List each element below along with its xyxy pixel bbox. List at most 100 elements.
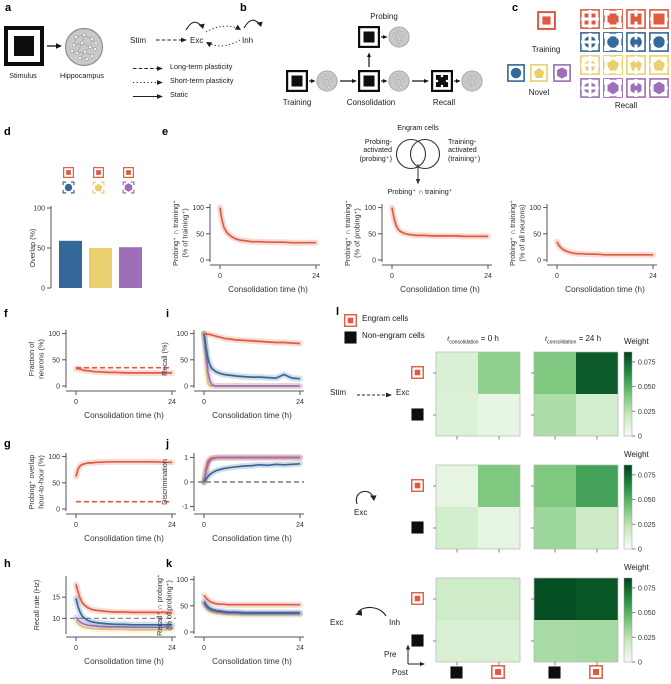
- t-subscript: consolidation: [449, 339, 479, 346]
- cue-mask: [616, 22, 622, 28]
- cue-mask: [616, 33, 622, 39]
- heatmap-cell: [576, 507, 618, 549]
- series-line-purple-pattern: [75, 616, 172, 629]
- heatmap-cell: [436, 465, 478, 507]
- cell-shape: [630, 36, 642, 48]
- recall-pattern-grid: [580, 9, 671, 101]
- venn-intersection-label: Probing⁺ ∩ training⁺: [387, 187, 453, 196]
- axis-text: 0: [184, 480, 188, 487]
- series-line-purple-pattern: [203, 456, 300, 483]
- consolidation-stage-label: Consolidation: [346, 98, 396, 107]
- axis-text: neurons (%): [37, 339, 46, 379]
- axis-text: 100: [176, 331, 188, 338]
- axis-text: 100: [33, 206, 45, 213]
- non-engram-legend-icon: [344, 331, 357, 344]
- axis-text: Probing⁺ ∩ training⁺: [171, 200, 180, 266]
- cue-mask: [604, 33, 610, 39]
- axis-text: 0: [638, 434, 642, 441]
- axis-text: 0: [390, 273, 394, 280]
- axis-text: Probing⁺ ∩ training⁺: [508, 200, 517, 266]
- axis-text: 0.025: [638, 522, 656, 529]
- cue-mask: [604, 10, 610, 16]
- cued-blue-icon: [62, 181, 75, 194]
- post-axis-label: Post: [392, 668, 409, 677]
- recall-cell: [580, 78, 600, 98]
- cell-shape: [607, 59, 619, 71]
- cue-mask: [616, 56, 622, 62]
- cue-mask: [604, 56, 610, 62]
- axis-text: 0: [537, 258, 541, 265]
- axis-text: 100: [529, 205, 541, 212]
- row2-engram-icon: [411, 592, 424, 605]
- heatmap-border: [533, 577, 619, 663]
- axis-text: 100: [48, 454, 60, 461]
- series-line-yellow-pattern: [75, 620, 172, 631]
- hippocampus-caption: Hippocampus: [60, 71, 104, 80]
- post-engram-icon: [589, 665, 603, 679]
- weight-colorbar-row0: 0.075 0.050 0.025 0: [623, 351, 656, 441]
- axis-text: Probing⁺ overlap: [27, 455, 36, 510]
- cell-shape: [653, 13, 665, 25]
- chart-probing-overlap-hour-to-hour: 0 50 100 0 24 Probing⁺ overlap hour-to-hour (%…: [27, 453, 176, 543]
- heatmap-stim-exc-24h: [531, 351, 619, 440]
- cue-mask: [634, 21, 638, 28]
- series-line-trained-pattern: [203, 594, 300, 606]
- non-engram-legend-label: Non-engram cells: [362, 331, 425, 340]
- legend-arrow-dashed: [133, 66, 163, 71]
- row0-engram-icon: [411, 366, 424, 379]
- recall-cell: [649, 32, 669, 52]
- axis-text: 0: [638, 660, 642, 667]
- recall-cell: [580, 55, 600, 75]
- series-line-trained-pattern: [203, 332, 301, 345]
- weight-label-row1: Weight: [624, 450, 649, 459]
- probing-stage-label: Probing: [370, 12, 398, 21]
- colorbar-gradient: [623, 464, 633, 550]
- row2-curved-arrow: [355, 607, 387, 617]
- series-line-blue-pattern: [75, 598, 172, 626]
- heatmap-cell: [478, 620, 520, 662]
- recall-cell: [626, 32, 646, 52]
- recall-cell: [649, 78, 669, 98]
- axis-text: 1: [184, 455, 188, 462]
- row0-non-engram-icon: [411, 408, 424, 421]
- cue-mask: [616, 10, 622, 16]
- recall-cell: [649, 9, 669, 29]
- axis-text: 50: [180, 603, 188, 610]
- cell-shape: [607, 81, 619, 95]
- panel-k-label: k: [166, 558, 173, 570]
- cue-mask: [634, 10, 638, 17]
- engram-legend-icon: [344, 314, 357, 327]
- t-symbol: t: [544, 334, 548, 343]
- heatmap-cell: [534, 507, 576, 549]
- t-subscript: consolidation: [547, 339, 577, 346]
- axis-text: 0.075: [638, 472, 656, 479]
- axis-text: 24: [168, 645, 176, 652]
- axis-text: 15: [52, 595, 60, 602]
- post-engram-icon: [491, 665, 505, 679]
- cell-shape: [630, 81, 642, 95]
- axis-text: Fraction of: [27, 341, 36, 376]
- panel-l-label: l: [336, 306, 340, 318]
- heatmap-cell: [436, 507, 478, 549]
- recall-caption: Recall: [614, 101, 638, 110]
- legend-arrow-solid: [133, 94, 163, 99]
- cue-mask: [634, 56, 638, 63]
- venn-left-label: Probing- activated (probing⁺): [359, 137, 392, 163]
- axis-text: 100: [364, 205, 376, 212]
- axis-text: 100: [176, 577, 188, 584]
- axis-text: 50: [368, 231, 376, 238]
- row1-non-engram-icon: [411, 521, 424, 534]
- axis-text: 0: [184, 630, 188, 637]
- cue-mask: [650, 40, 654, 44]
- recall-cell: [580, 9, 600, 29]
- heatmap-cell: [436, 394, 478, 436]
- axis-text: Discrimination: [160, 459, 169, 505]
- chart-recall-rate: 10 15 0 24 Recall rate (Hz) Consolidation tim…: [32, 576, 176, 666]
- cue-mask: [634, 44, 638, 51]
- cue-mask: [581, 17, 599, 21]
- heatmap-exc-inh-24h: [531, 577, 619, 666]
- heatmap-cell: [576, 352, 618, 394]
- cue-mask: [616, 45, 622, 51]
- panel-g-label: g: [4, 438, 11, 450]
